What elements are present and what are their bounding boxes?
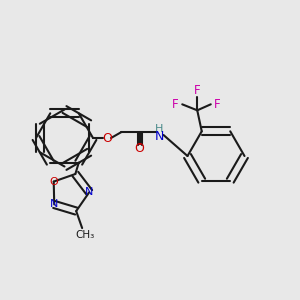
Text: N: N (85, 187, 93, 197)
Text: O: O (135, 142, 144, 155)
Text: N: N (50, 200, 58, 209)
Text: O: O (49, 177, 58, 187)
Text: CH₃: CH₃ (75, 230, 94, 240)
Text: O: O (103, 131, 112, 145)
Text: F: F (194, 84, 201, 97)
Text: H: H (155, 124, 163, 134)
Text: N: N (154, 130, 164, 143)
Text: F: F (172, 98, 179, 111)
Text: F: F (214, 98, 221, 111)
